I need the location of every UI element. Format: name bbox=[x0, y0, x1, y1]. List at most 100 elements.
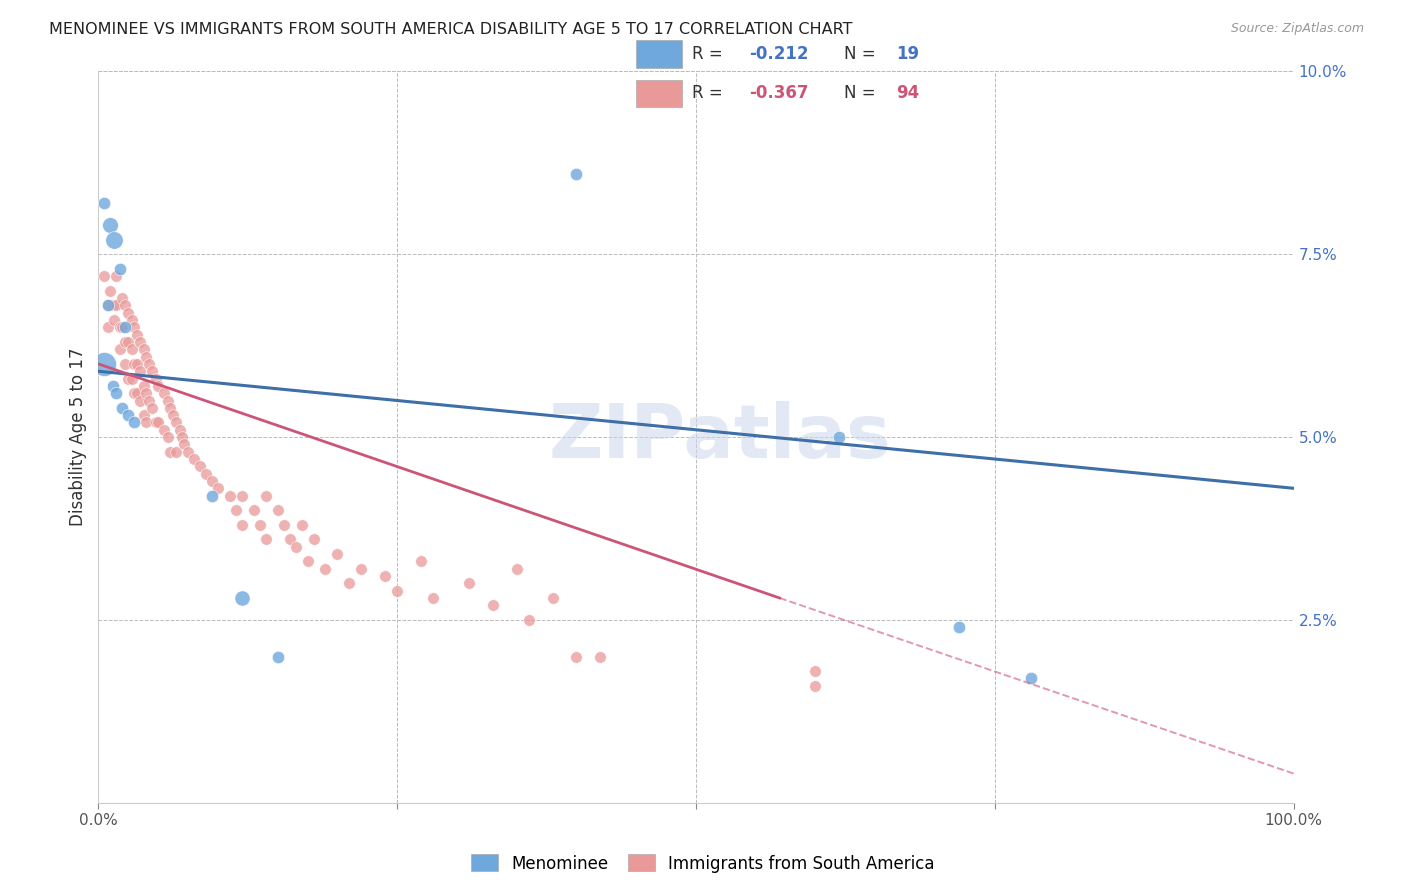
Point bbox=[114, 320, 136, 334]
Point bbox=[153, 386, 176, 401]
Point bbox=[124, 320, 146, 334]
Point bbox=[1019, 672, 1042, 686]
Point bbox=[231, 489, 253, 503]
Text: N =: N = bbox=[844, 45, 880, 63]
Point bbox=[188, 459, 211, 474]
Point bbox=[132, 379, 155, 393]
Point bbox=[291, 517, 314, 532]
Point bbox=[117, 371, 139, 385]
Point bbox=[117, 334, 139, 349]
Point bbox=[97, 298, 120, 312]
Point bbox=[231, 517, 253, 532]
Point bbox=[125, 386, 148, 401]
Point bbox=[129, 393, 152, 408]
Point bbox=[129, 334, 152, 349]
Point bbox=[254, 533, 277, 547]
Point bbox=[159, 401, 181, 415]
Point bbox=[101, 298, 124, 312]
Point bbox=[804, 664, 827, 678]
Point bbox=[129, 364, 152, 378]
Text: R =: R = bbox=[692, 84, 728, 102]
Point bbox=[172, 430, 194, 444]
Point bbox=[148, 416, 170, 430]
Point bbox=[948, 620, 970, 634]
Point bbox=[124, 416, 146, 430]
Point bbox=[374, 569, 396, 583]
Point bbox=[141, 364, 163, 378]
Text: R =: R = bbox=[692, 45, 728, 63]
Point bbox=[195, 467, 218, 481]
Point bbox=[183, 452, 205, 467]
Point bbox=[108, 261, 131, 276]
Point bbox=[422, 591, 444, 605]
Point bbox=[141, 401, 163, 415]
Point bbox=[207, 481, 229, 495]
Point bbox=[156, 430, 179, 444]
Point bbox=[458, 576, 481, 591]
Point bbox=[165, 416, 187, 430]
Point bbox=[114, 334, 136, 349]
Point bbox=[125, 357, 148, 371]
Point bbox=[231, 591, 253, 605]
Point bbox=[481, 599, 505, 613]
Point bbox=[828, 430, 851, 444]
Point bbox=[93, 196, 115, 211]
Point bbox=[93, 357, 115, 371]
Point bbox=[153, 423, 176, 437]
Point bbox=[111, 320, 134, 334]
Point bbox=[315, 562, 337, 576]
Point bbox=[148, 379, 170, 393]
Point bbox=[105, 386, 128, 401]
Point bbox=[506, 562, 529, 576]
Point bbox=[145, 371, 167, 385]
Point bbox=[98, 284, 122, 298]
Point bbox=[114, 357, 136, 371]
Point bbox=[201, 474, 224, 488]
Point bbox=[121, 313, 143, 327]
Point bbox=[267, 649, 290, 664]
Point bbox=[135, 386, 157, 401]
Legend: Menominee, Immigrants from South America: Menominee, Immigrants from South America bbox=[464, 847, 942, 880]
Point bbox=[105, 269, 128, 284]
Point bbox=[121, 371, 143, 385]
Point bbox=[114, 298, 136, 312]
Point bbox=[165, 444, 187, 458]
Point bbox=[173, 437, 195, 451]
Y-axis label: Disability Age 5 to 17: Disability Age 5 to 17 bbox=[69, 348, 87, 526]
Point bbox=[135, 416, 157, 430]
Point bbox=[97, 320, 120, 334]
Point bbox=[339, 576, 361, 591]
Point bbox=[385, 583, 409, 598]
Point bbox=[156, 393, 179, 408]
Bar bbox=[636, 79, 682, 108]
Point bbox=[249, 517, 271, 532]
Point bbox=[411, 554, 433, 568]
Point bbox=[111, 401, 134, 415]
Point bbox=[93, 269, 115, 284]
Point bbox=[111, 291, 134, 305]
Point bbox=[589, 649, 612, 664]
Point bbox=[98, 218, 122, 232]
Text: MENOMINEE VS IMMIGRANTS FROM SOUTH AMERICA DISABILITY AGE 5 TO 17 CORRELATION CH: MENOMINEE VS IMMIGRANTS FROM SOUTH AMERI… bbox=[49, 22, 852, 37]
Point bbox=[145, 416, 167, 430]
Point bbox=[121, 343, 143, 357]
Point bbox=[103, 313, 125, 327]
Point bbox=[302, 533, 325, 547]
Point bbox=[273, 517, 295, 532]
Point bbox=[565, 167, 588, 181]
Point bbox=[132, 408, 155, 422]
Bar bbox=[636, 40, 682, 68]
Point bbox=[177, 444, 200, 458]
Point bbox=[124, 357, 146, 371]
Text: Source: ZipAtlas.com: Source: ZipAtlas.com bbox=[1230, 22, 1364, 36]
Point bbox=[517, 613, 540, 627]
Text: 19: 19 bbox=[897, 45, 920, 63]
Point bbox=[138, 393, 160, 408]
Point bbox=[108, 343, 131, 357]
Point bbox=[169, 423, 191, 437]
Point bbox=[243, 503, 266, 517]
Point bbox=[162, 408, 184, 422]
Point bbox=[135, 350, 157, 364]
Point bbox=[254, 489, 277, 503]
Point bbox=[124, 386, 146, 401]
